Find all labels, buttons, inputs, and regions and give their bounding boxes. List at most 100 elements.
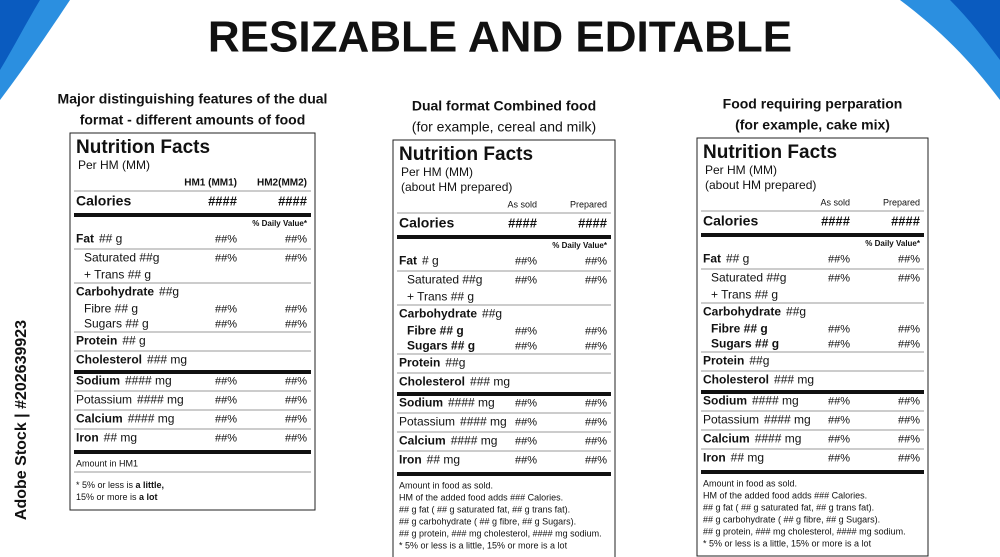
nutrient-amount: #### mg: [752, 394, 799, 408]
thick-rule: [74, 370, 311, 374]
footnote-line: 15% or more is a lot: [76, 492, 158, 502]
nutrient-amount: ### mg: [470, 375, 510, 389]
daily-value: ##%: [828, 323, 850, 335]
nutrient-amount: ## mg: [427, 453, 460, 467]
nutrient-name: Sodium #### mg: [399, 396, 495, 410]
nutrient-label: + Trans ## g: [711, 288, 778, 302]
nutrient-label: Cholesterol: [703, 373, 769, 387]
nutrient-name: Calcium #### mg: [399, 434, 497, 448]
nutrient-name: Calcium #### mg: [76, 412, 174, 426]
caption: (for example, cereal and milk): [412, 119, 596, 135]
nutrient-label: Fibre ## g: [407, 324, 464, 338]
label-title: Nutrition Facts: [76, 137, 210, 158]
nutrient-amount: #### mg: [125, 374, 172, 388]
daily-value: ##%: [285, 375, 307, 387]
nutrient-label: Fibre ## g: [711, 322, 768, 336]
daily-value: ##%: [215, 303, 237, 315]
daily-value: ##%: [215, 394, 237, 406]
column-heading: HM2(MM2): [257, 178, 307, 189]
nutrient-label: Saturated ##g: [407, 273, 482, 287]
daily-value: ##%: [828, 272, 850, 284]
daily-value: ##%: [515, 416, 537, 428]
nutrient-name: Saturated ##g: [711, 271, 786, 285]
footer-line: ## g protein, ### mg cholesterol, #### m…: [703, 526, 906, 536]
nutrient-label: Protein: [76, 334, 117, 348]
daily-value: ##%: [585, 340, 607, 352]
footer-line: * 5% or less is a little, 15% or more is…: [399, 540, 568, 550]
nutrient-label: + Trans ## g: [84, 268, 151, 282]
footer-line: ## g protein, ### mg cholesterol, #### m…: [399, 528, 602, 538]
nutrient-label: Cholesterol: [399, 375, 465, 389]
caption: (for example, cake mix): [735, 117, 890, 133]
label-box: [392, 139, 616, 557]
nutrient-label: Fat: [703, 252, 721, 266]
label-box: [69, 132, 316, 511]
footnote-line: * 5% or less is a little,: [76, 480, 164, 490]
nutrient-name: Calcium #### mg: [703, 432, 801, 446]
nutrient-label: Iron: [399, 453, 422, 467]
nutrient-name: Iron ## mg: [76, 431, 137, 445]
footer-line: ## g carbohydrate ( ## g fibre, ## g Sug…: [399, 516, 576, 526]
nutrient-label: Sodium: [76, 374, 120, 388]
nutrient-label: Potassium: [703, 413, 759, 427]
nutrient-label: Cholesterol: [76, 353, 142, 367]
nutrient-name: Fat ## g: [76, 232, 122, 246]
daily-value: ##%: [898, 253, 920, 265]
nutrient-label: Potassium: [76, 393, 132, 407]
column-heading: As sold: [507, 199, 537, 209]
calories-label: Calories: [399, 215, 454, 231]
daily-value: ##%: [898, 272, 920, 284]
nutrient-amount: #### mg: [128, 412, 175, 426]
nutrient-name: Fibre ## g: [711, 322, 768, 336]
daily-value: ##%: [215, 233, 237, 245]
calories-label: Calories: [76, 193, 131, 209]
footer-line: ## g fat ( ## g saturated fat, ## g tran…: [703, 502, 874, 512]
nutrient-amount: #### mg: [137, 393, 184, 407]
nutrient-name: Fat # g: [399, 254, 439, 268]
footer-line: Amount in HM1: [76, 458, 138, 468]
serving: Per HM (MM): [78, 158, 150, 172]
nutrient-amount: ##g: [445, 356, 465, 370]
daily-value: ##%: [828, 414, 850, 426]
calories-value: ####: [891, 213, 921, 228]
serving: (about HM prepared): [705, 178, 816, 192]
daily-value: ##%: [898, 452, 920, 464]
daily-value: ##%: [515, 255, 537, 267]
nutrient-name: Sugars ## g: [84, 317, 149, 331]
nutrient-label: Sugars ## g: [84, 317, 149, 331]
nutrient-amount: ## mg: [731, 451, 764, 465]
footer-line: HM of the added food adds ### Calories.: [399, 492, 563, 502]
calories-value: ####: [208, 193, 238, 208]
daily-value: ##%: [215, 432, 237, 444]
footer-line: * 5% or less is a little, 15% or more is…: [703, 538, 872, 548]
nutrient-name: Saturated ##g: [407, 273, 482, 287]
nutrient-name: Sodium #### mg: [703, 394, 799, 408]
nutrient-amount: #### mg: [764, 413, 811, 427]
watermark: Adobe Stock | #202639923: [13, 320, 30, 520]
nutrient-amount: ## mg: [104, 431, 137, 445]
serving: Per HM (MM): [401, 165, 473, 179]
nutrient-label: Sodium: [399, 396, 443, 410]
nutrient-name: Cholesterol ### mg: [703, 373, 814, 387]
daily-value: ##%: [215, 252, 237, 264]
calories-value: ####: [821, 213, 851, 228]
footnote-segment: * 5% or less is: [76, 480, 136, 490]
nutrient-label: Carbohydrate: [703, 305, 781, 319]
thick-rule: [397, 392, 611, 396]
nutrient-name: Protein ##g: [703, 354, 769, 368]
daily-value: ##%: [898, 395, 920, 407]
nutrient-amount: ## g: [99, 232, 122, 246]
nutrient-name: Sodium #### mg: [76, 374, 172, 388]
daily-value: ##%: [898, 433, 920, 445]
daily-value: ##%: [585, 325, 607, 337]
daily-value: ##%: [285, 432, 307, 444]
nutrient-label: Carbohydrate: [399, 307, 477, 321]
nutrient-name: Carbohydrate ##g: [76, 285, 179, 299]
nutrient-name: Protein ## g: [76, 334, 146, 348]
nutrient-name: Sugars ## g: [711, 337, 779, 351]
nutrient-amount: ##g: [786, 305, 806, 319]
nutrient-label: Sugars ## g: [407, 339, 475, 353]
column-heading: Prepared: [570, 199, 607, 209]
